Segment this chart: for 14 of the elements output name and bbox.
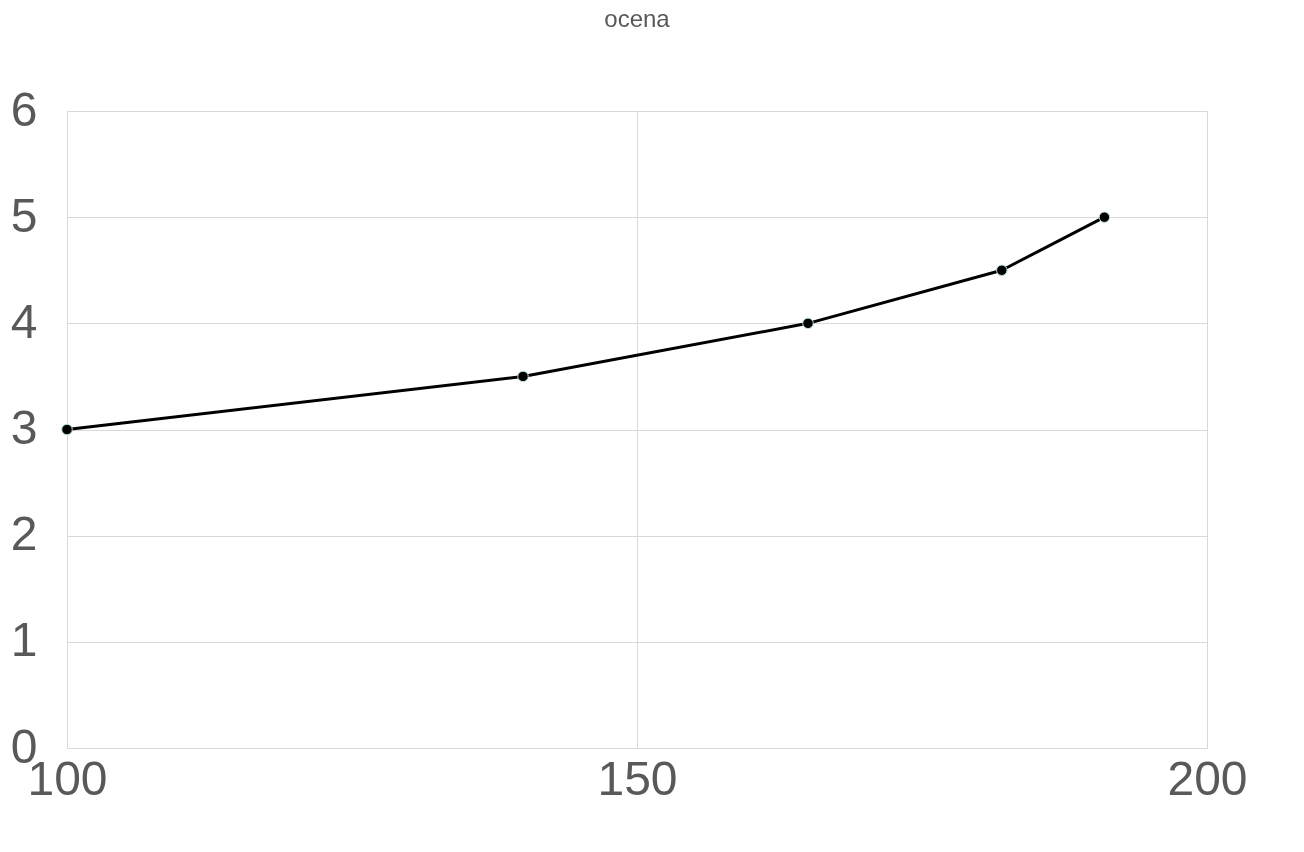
x-tick-label: 200 [1167,751,1248,805]
point [1098,211,1111,223]
y-tick-label: 2 [10,507,38,561]
y-tick-label: 5 [10,188,38,242]
y-tick-label: 3 [10,401,38,454]
y-tick-label: 1 [10,613,38,667]
chart-title: ocena [604,5,671,32]
y-tick-label: 4 [10,294,38,348]
point [517,370,529,383]
y-tick-label: 6 [10,82,38,136]
point [802,317,814,330]
point [996,264,1008,276]
point [61,423,73,436]
x-tick-label: 150 [597,751,678,805]
